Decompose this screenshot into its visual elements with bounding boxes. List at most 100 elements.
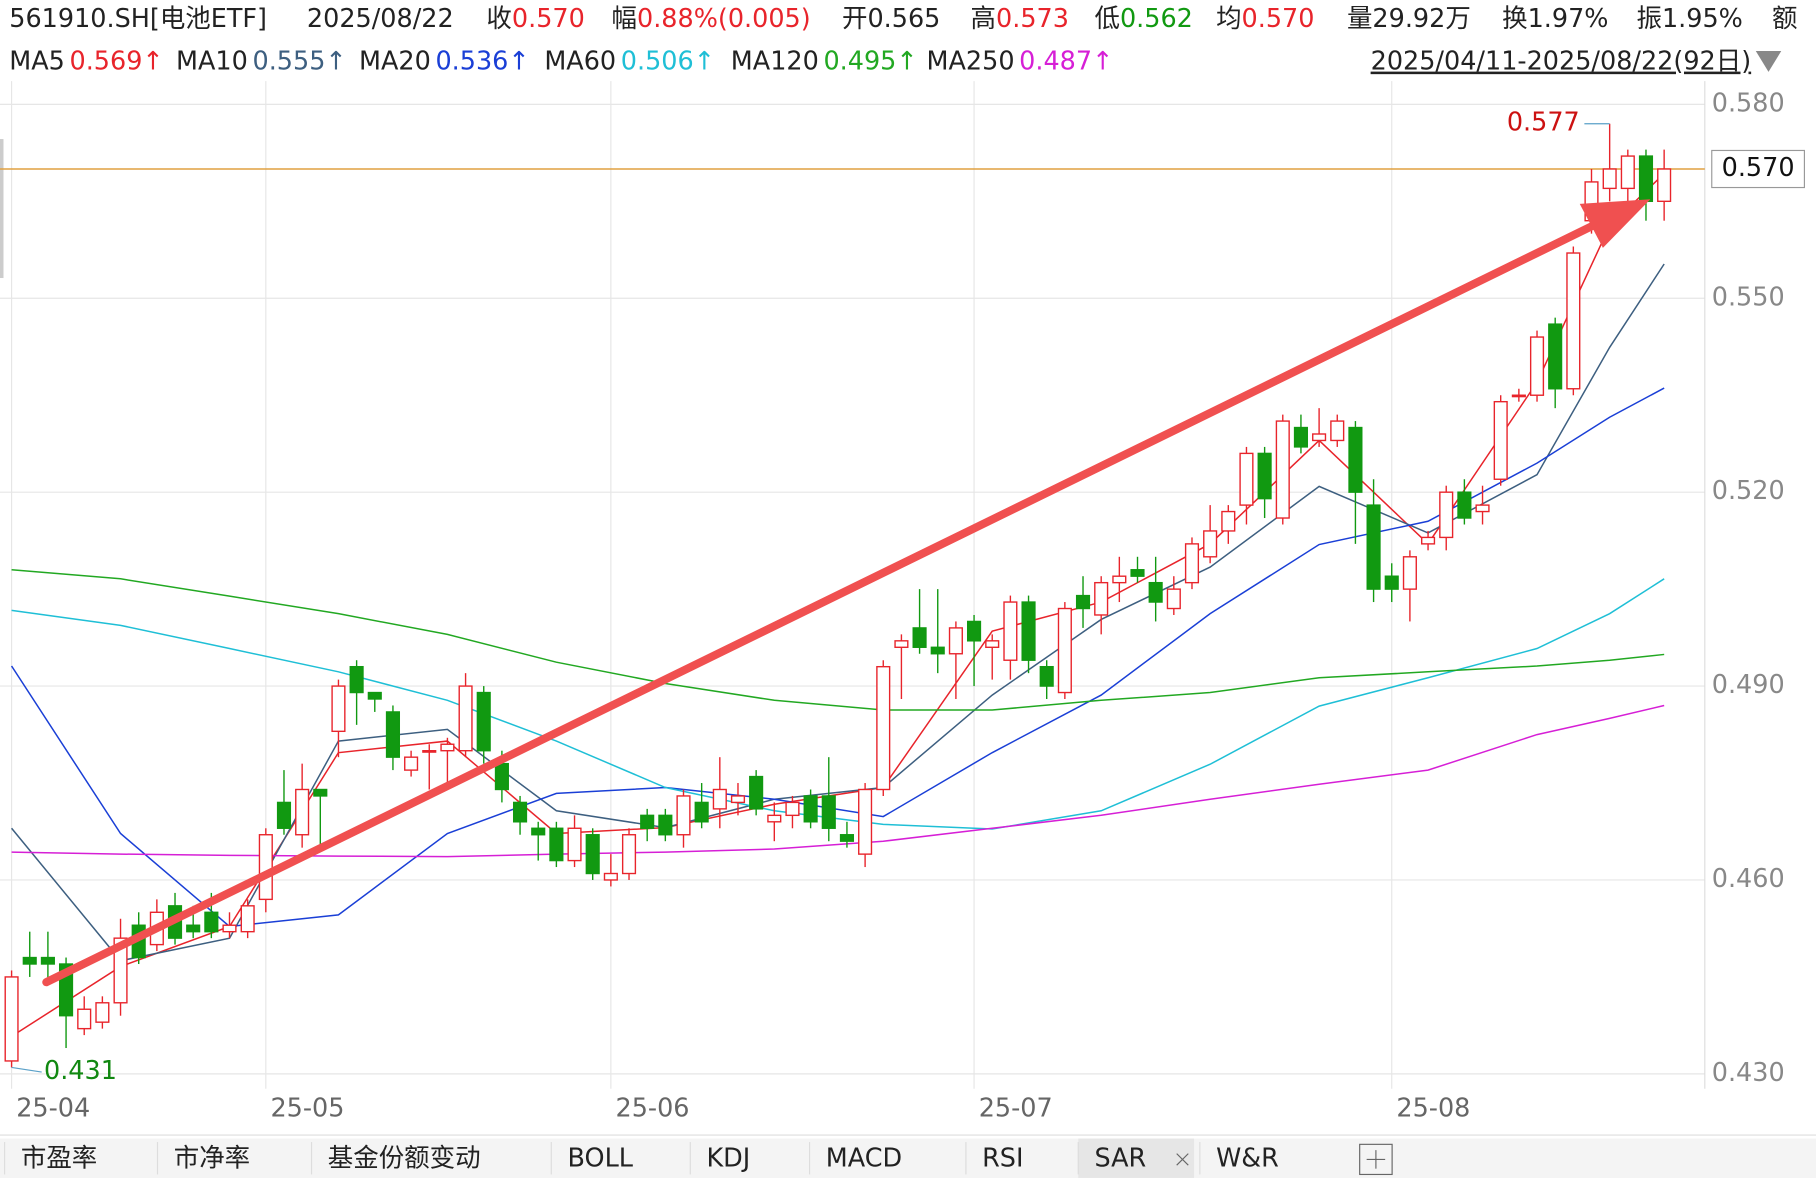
candle-body (1257, 452, 1272, 500)
candle (1657, 149, 1672, 221)
candle-body (186, 924, 201, 933)
candle-body (1511, 394, 1526, 398)
candle (876, 660, 891, 796)
candle-body (1130, 569, 1145, 577)
header-label: 高 (971, 4, 996, 34)
candle-body (603, 872, 618, 881)
tab[interactable]: MACD (826, 1143, 902, 1173)
candle (621, 828, 637, 880)
candle-body (894, 640, 909, 648)
candle (1057, 602, 1072, 700)
tab-close (1176, 1153, 1189, 1166)
candle-body (785, 801, 800, 817)
candle-body (512, 801, 528, 823)
candle-body (1221, 510, 1236, 532)
candle (966, 614, 982, 687)
candle (785, 795, 800, 829)
candle (1039, 660, 1054, 700)
candle-body (730, 795, 746, 804)
candle (1366, 479, 1381, 603)
candle-body (458, 685, 473, 752)
candle-body (295, 788, 310, 836)
candle-body (930, 646, 945, 655)
legend-name: MA120 (731, 47, 819, 77)
candle (1384, 563, 1399, 603)
candle (1457, 479, 1472, 525)
header-value: 0.573 (996, 4, 1069, 34)
candle (1003, 595, 1018, 680)
candle-body (658, 814, 673, 836)
header-label: 额 (1772, 4, 1797, 34)
candle-body (1475, 504, 1490, 513)
candle-body (1312, 433, 1327, 442)
candle (640, 808, 655, 842)
y-tick-label: 0.550 (1712, 282, 1785, 312)
tab[interactable]: SAR (1094, 1143, 1146, 1173)
x-tick-label: 25-04 (16, 1094, 90, 1124)
candle-body (1293, 426, 1309, 448)
candle-body (440, 743, 455, 752)
candle-body (331, 685, 346, 733)
candle (821, 757, 836, 842)
candle (77, 996, 92, 1036)
candle (930, 589, 945, 674)
candle (476, 686, 491, 764)
candle-body (1003, 601, 1018, 661)
y-tick-label: 0.580 (1712, 88, 1785, 118)
candle-body (585, 834, 600, 875)
candle-body (948, 627, 963, 655)
candle (1566, 246, 1581, 396)
candle-body (1021, 601, 1036, 661)
candle (404, 750, 419, 777)
header-label: 幅 (612, 4, 637, 34)
candle (1166, 576, 1181, 615)
header-value: 0.570 (1242, 4, 1315, 34)
candle (4, 970, 19, 1068)
candle-body (313, 788, 328, 797)
candle-body (821, 795, 836, 829)
candle (1275, 414, 1290, 525)
candle (22, 931, 37, 977)
tab[interactable]: RSI (982, 1143, 1023, 1173)
candle (1239, 446, 1254, 525)
candle (1094, 576, 1109, 635)
candle-body (676, 795, 691, 836)
scroll-handle[interactable] (0, 139, 4, 279)
x-tick-label: 25-07 (979, 1094, 1053, 1124)
candle-body (531, 827, 546, 836)
tab-active-bg (1078, 1138, 1195, 1178)
candle (1330, 414, 1345, 447)
candle-body (422, 750, 437, 753)
candle (95, 996, 110, 1029)
candle (658, 808, 673, 842)
candle-body (1112, 575, 1127, 584)
candle-body (985, 640, 1000, 648)
header-label: 换1.97% (1502, 4, 1608, 34)
candle-body (640, 814, 655, 829)
candle-body (1548, 323, 1563, 390)
candle (1184, 537, 1200, 590)
tab[interactable]: 市净率 (174, 1143, 250, 1173)
candle (1529, 330, 1545, 402)
legend-value: 0.495↑ (823, 47, 917, 77)
candle-body (1657, 168, 1672, 203)
dropdown-icon[interactable] (1755, 51, 1782, 72)
candle (1075, 576, 1091, 628)
tab[interactable]: W&R (1216, 1143, 1279, 1173)
tab-bar (0, 1138, 1816, 1178)
tab[interactable]: 市盈率 (21, 1143, 97, 1173)
y-tick-label: 0.430 (1712, 1058, 1785, 1088)
candle-body (258, 834, 273, 901)
add-tab[interactable] (1359, 1143, 1393, 1176)
candle-body (1075, 594, 1091, 610)
legend-value: 0.506↑ (621, 47, 715, 77)
tab[interactable]: BOLL (568, 1143, 634, 1173)
candle (1021, 595, 1036, 674)
tab[interactable]: KDJ (706, 1143, 750, 1173)
tab[interactable]: 基金份额变动 (328, 1143, 481, 1173)
header-value: 0.570 (512, 4, 585, 34)
date-range[interactable]: 2025/04/11-2025/08/22(92日) (1371, 47, 1752, 77)
candle (912, 589, 927, 654)
candle-body (367, 691, 382, 700)
candle (1511, 388, 1526, 402)
